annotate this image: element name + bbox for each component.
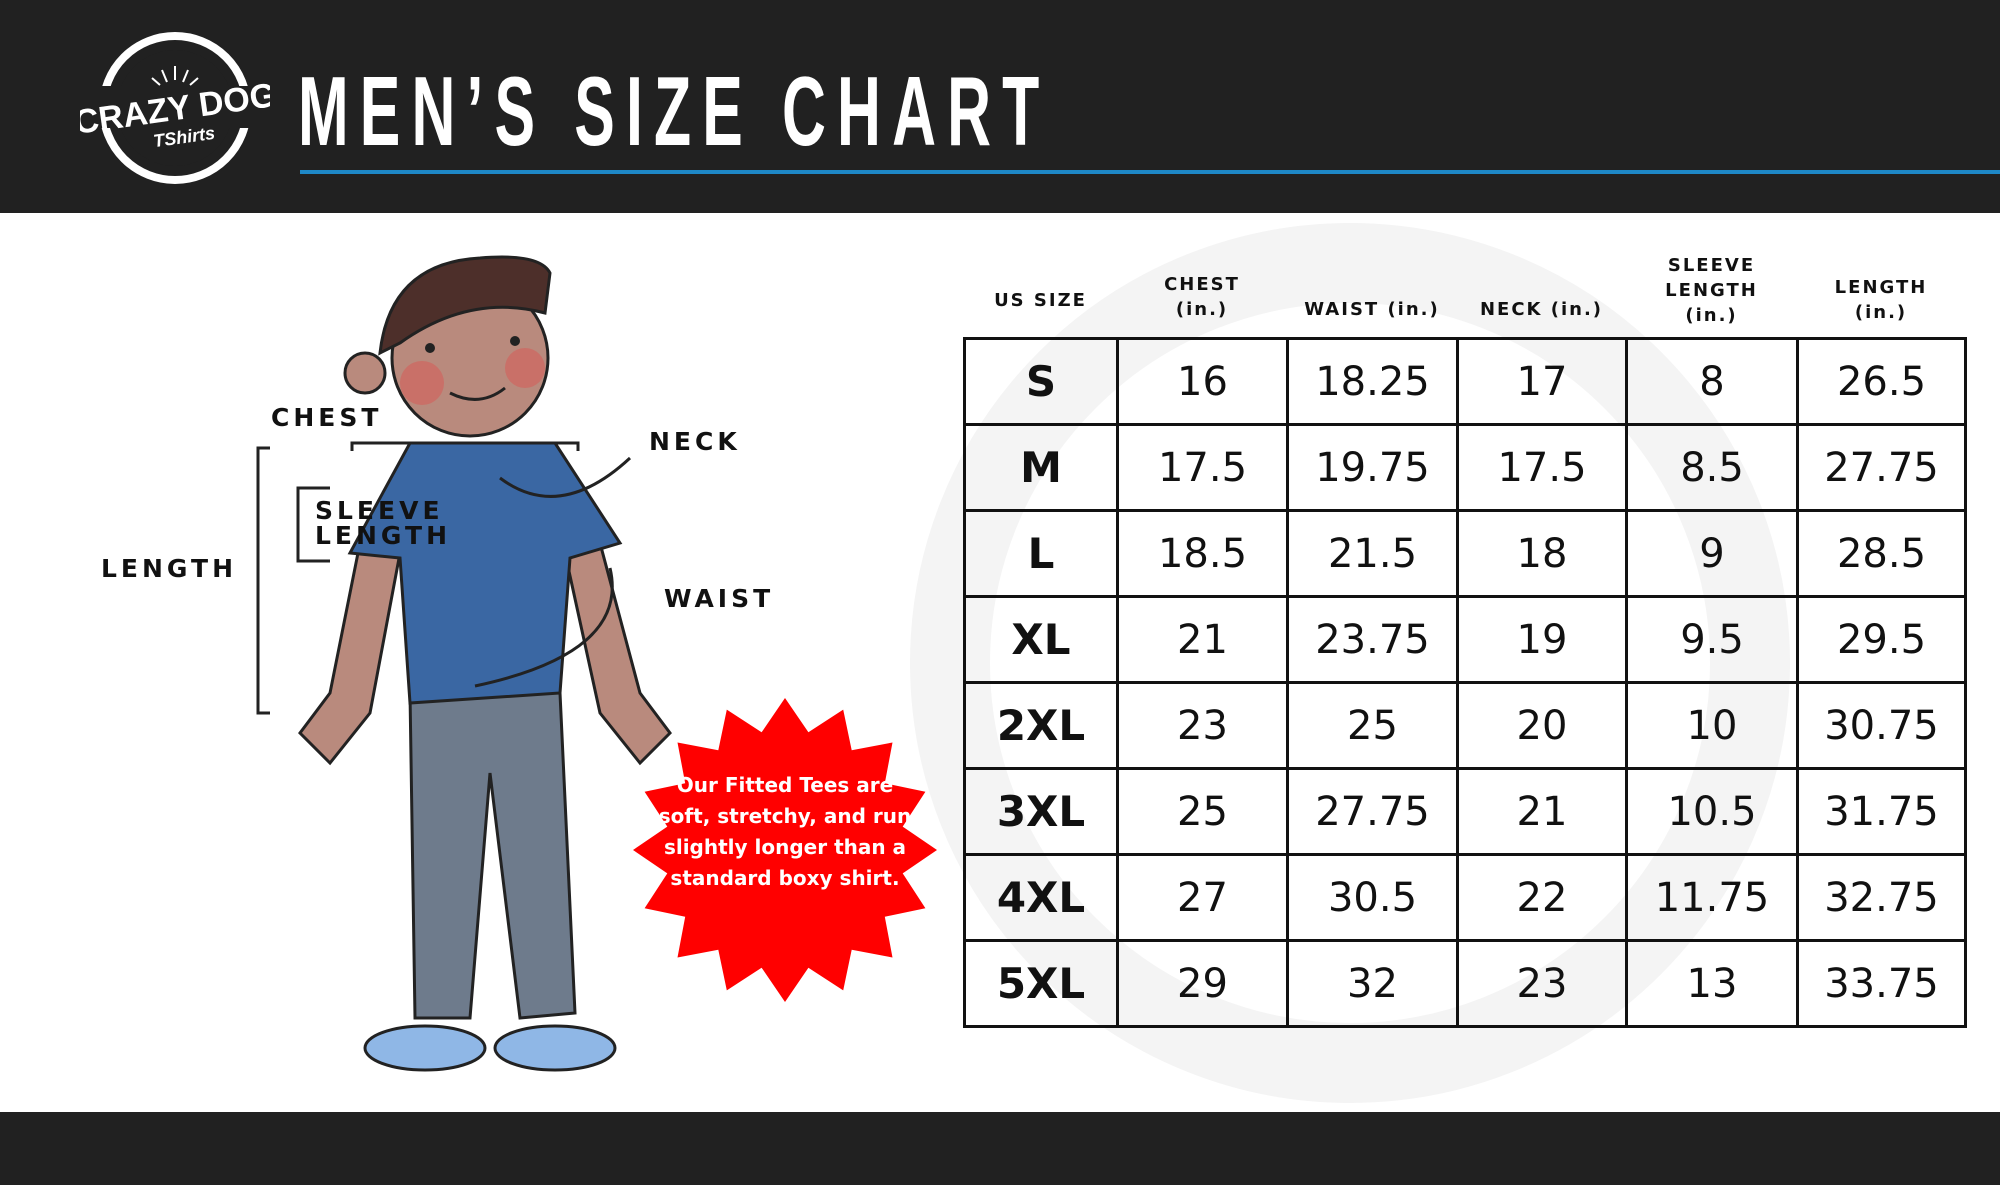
neck-label: NECK	[649, 427, 741, 456]
value-cell: 30.5	[1286, 853, 1459, 942]
value-cell: 29.5	[1796, 595, 1967, 684]
value-cell: 16	[1116, 337, 1289, 426]
value-cell: 22	[1456, 853, 1628, 942]
size-cell: 3XL	[963, 767, 1119, 856]
value-cell: 23	[1116, 681, 1289, 770]
value-cell: 33.75	[1796, 939, 1967, 1028]
value-cell: 21	[1456, 767, 1628, 856]
value-cell: 9	[1625, 509, 1799, 598]
value-cell: 17	[1456, 337, 1628, 426]
length-label: LENGTH	[101, 554, 237, 583]
value-cell: 29	[1116, 939, 1289, 1028]
value-cell: 8	[1625, 337, 1799, 426]
value-cell: 10	[1625, 681, 1799, 770]
col-header-length: LENGTH (in.)	[1834, 277, 1928, 323]
value-cell: 27.75	[1286, 767, 1459, 856]
col-header-waist: WAIST (in.)	[1304, 299, 1440, 320]
value-cell: 17.5	[1116, 423, 1289, 512]
value-cell: 8.5	[1625, 423, 1799, 512]
value-cell: 21.5	[1286, 509, 1459, 598]
value-cell: 18.25	[1286, 337, 1459, 426]
size-cell: XL	[963, 595, 1119, 684]
value-cell: 9.5	[1625, 595, 1799, 684]
value-cell: 23	[1456, 939, 1628, 1028]
boy-illustration	[256, 255, 672, 1072]
value-cell: 20	[1456, 681, 1628, 770]
footer-bar	[0, 1112, 2000, 1185]
size-cell: 5XL	[963, 939, 1119, 1028]
value-cell: 21	[1116, 595, 1289, 684]
col-header-neck: NECK (in.)	[1479, 299, 1604, 320]
value-cell: 19.75	[1286, 423, 1459, 512]
page-title: MEN’S SIZE CHART	[298, 56, 1051, 166]
table-row: 5XL 29 32 23 13 33.75	[963, 939, 1967, 1028]
value-cell: 19	[1456, 595, 1628, 684]
table-row: 4XL 27 30.5 22 11.75 32.75	[963, 853, 1967, 942]
chest-label: CHEST	[271, 403, 383, 432]
value-cell: 30.75	[1796, 681, 1967, 770]
size-cell: L	[963, 509, 1119, 598]
sleeve-length-label-line1: SLEEVE	[315, 496, 444, 525]
value-cell: 32.75	[1796, 853, 1967, 942]
waist-label: WAIST	[664, 584, 775, 613]
col-header-us-size: US SIZE	[994, 290, 1087, 311]
table-row: XL 21 23.75 19 9.5 29.5	[963, 595, 1967, 684]
value-cell: 17.5	[1456, 423, 1628, 512]
value-cell: 28.5	[1796, 509, 1967, 598]
table-row: S 16 18.25 17 8 26.5	[963, 337, 1967, 426]
title-underline	[300, 170, 2000, 174]
starburst-badge	[633, 698, 937, 1002]
fitted-tees-note: Our Fitted Tees are soft, stretchy, and …	[658, 773, 912, 890]
value-cell: 32	[1286, 939, 1459, 1028]
value-cell: 10.5	[1625, 767, 1799, 856]
col-header-chest: CHEST (in.)	[1164, 274, 1240, 320]
size-cell: M	[963, 423, 1119, 512]
starburst-shape	[633, 698, 937, 1002]
value-cell: 23.75	[1286, 595, 1459, 684]
value-cell: 25	[1286, 681, 1459, 770]
value-cell: 18	[1456, 509, 1628, 598]
value-cell: 27.75	[1796, 423, 1967, 512]
table-row: L 18.5 21.5 18 9 28.5	[963, 509, 1967, 598]
header-bar	[0, 0, 2000, 213]
sleeve-length-label-line2: LENGTH	[315, 521, 451, 550]
table-row: M 17.5 19.75 17.5 8.5 27.75	[963, 423, 1967, 512]
size-table: S 16 18.25 17 8 26.5 M 17.5 19.75 17.5 8.5 27.75 L 18…	[963, 337, 1967, 1028]
value-cell: 26.5	[1796, 337, 1967, 426]
size-cell: 4XL	[963, 853, 1119, 942]
table-row: 3XL 25 27.75 21 10.5 31.75	[963, 767, 1967, 856]
value-cell: 27	[1116, 853, 1289, 942]
crazy-dog-logo: CRAZY DOG TShirts	[80, 32, 270, 184]
col-header-sleeve-length: SLEEVE LENGTH (in.)	[1665, 255, 1758, 326]
size-cell: 2XL	[963, 681, 1119, 770]
value-cell: 31.75	[1796, 767, 1967, 856]
value-cell: 18.5	[1116, 509, 1289, 598]
value-cell: 13	[1625, 939, 1799, 1028]
value-cell: 11.75	[1625, 853, 1799, 942]
table-row: 2XL 23 25 20 10 30.75	[963, 681, 1967, 770]
value-cell: 25	[1116, 767, 1289, 856]
size-cell: S	[963, 337, 1119, 426]
